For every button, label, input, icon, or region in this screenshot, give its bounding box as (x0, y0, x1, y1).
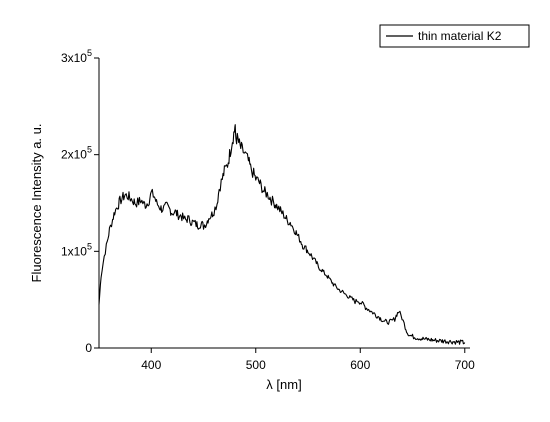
y-axis-title: Fluorescence Intensity a. u. (29, 124, 44, 283)
y-tick-label: 3x105 (61, 48, 92, 65)
y-tick-label: 1x105 (61, 241, 92, 258)
legend-label: thin material K2 (418, 29, 502, 43)
y-tick-group: 0 1x105 2x105 3x105 (61, 48, 99, 355)
legend-box (379, 24, 530, 48)
x-tick-label: 700 (455, 358, 475, 372)
x-axis-title: λ [nm] (266, 377, 301, 392)
x-tick-label: 500 (246, 358, 266, 372)
y-tick-label: 2x105 (61, 145, 92, 162)
series-line-thin-material-k2 (98, 124, 466, 345)
y-tick-label: 0 (85, 341, 92, 355)
legend: thin material K2 (379, 24, 530, 48)
x-tick-group: 400 500 600 700 (141, 348, 475, 372)
x-tick-label: 600 (350, 358, 370, 372)
x-tick-label: 400 (141, 358, 161, 372)
